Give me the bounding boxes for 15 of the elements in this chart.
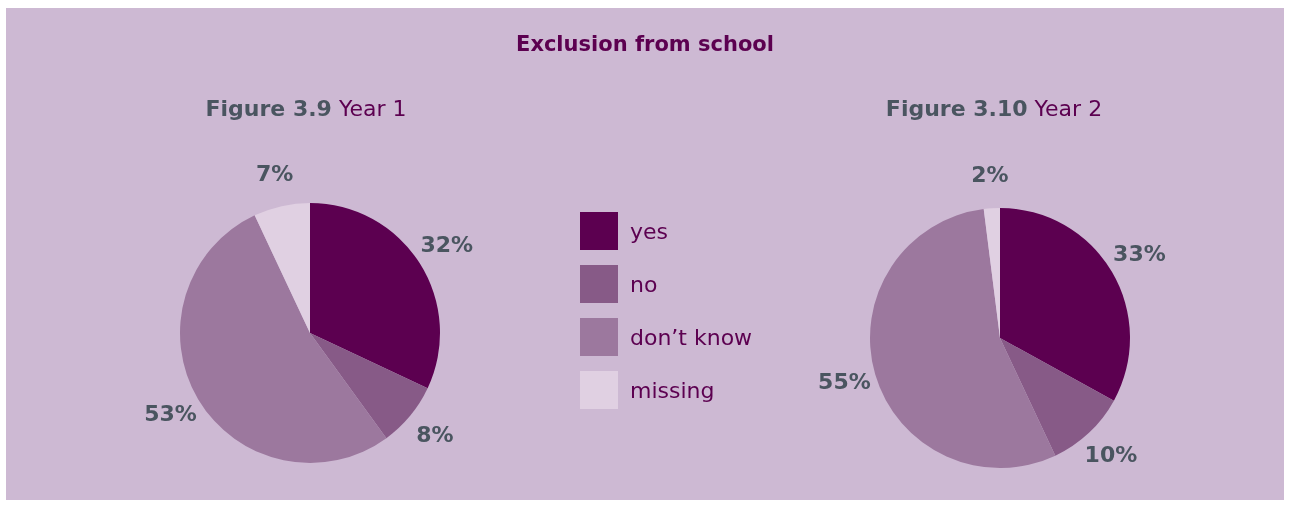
data-label: 33% [1113, 241, 1166, 267]
data-label: 2% [971, 162, 1009, 188]
chart-title: Exclusion from school [515, 32, 775, 56]
data-label: 8% [416, 421, 454, 447]
data-label: 55% [818, 368, 871, 394]
legend-label: no [630, 271, 658, 297]
legend-label: missing [630, 377, 715, 403]
data-label: 53% [144, 401, 197, 427]
chart-title: Figure 3.10 Year 2 [885, 96, 1103, 121]
legend-label: yes [630, 218, 669, 244]
data-label: 7% [255, 160, 294, 186]
data-label: 32% [420, 231, 474, 257]
chart-subtitle: Figure 3.9 Year 1 [205, 96, 407, 121]
data-label: 10% [1084, 441, 1138, 467]
legend-label: don’t know [630, 324, 753, 350]
